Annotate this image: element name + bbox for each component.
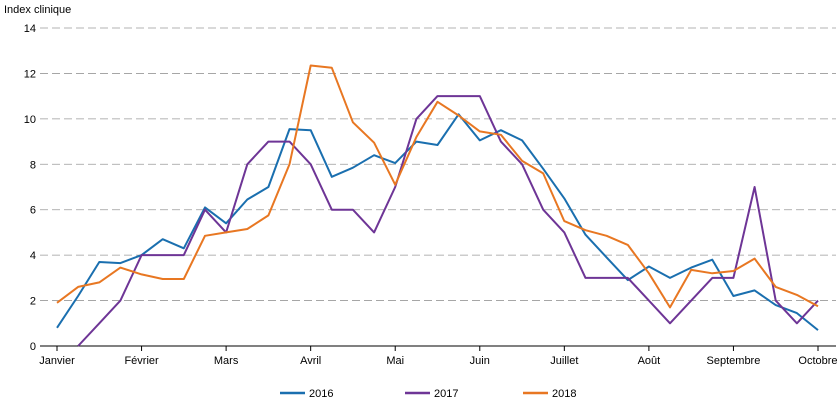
x-tick-label: Août — [638, 355, 661, 367]
y-tick-8: 8 — [30, 159, 36, 171]
y-tick-4: 4 — [30, 250, 36, 262]
x-tick-label: Juin — [470, 355, 490, 367]
x-tick-labels: Janvier Février Mars Avril Mai Juin Juillet Aoû… — [39, 346, 838, 367]
legend-label-2018: 2018 — [552, 388, 576, 400]
x-tick-label: Mai — [386, 355, 404, 367]
x-tick-label: Avril — [300, 355, 321, 367]
legend-label-2016: 2016 — [309, 388, 333, 400]
x-tick-label: Septembre — [707, 355, 761, 367]
y-tick-0: 0 — [30, 341, 36, 353]
y-tick-labels: 0 2 4 6 8 10 12 14 — [24, 23, 36, 353]
series-line-2018 — [56, 64, 819, 309]
x-tick-label: Février — [124, 355, 159, 367]
series-line-2016 — [56, 113, 819, 331]
y-tick-12: 12 — [24, 68, 36, 80]
x-tick-label: Octobre — [798, 355, 837, 367]
series-line-2017 — [77, 95, 819, 347]
y-tick-14: 14 — [24, 23, 36, 35]
x-tick-label: Mars — [214, 355, 239, 367]
y-tick-10: 10 — [24, 114, 36, 126]
grid-lines — [40, 27, 836, 301]
x-tick-label: Janvier — [39, 355, 75, 367]
y-tick-6: 6 — [30, 205, 36, 217]
y-tick-2: 2 — [30, 296, 36, 308]
y-axis-label: Index clinique — [4, 4, 71, 16]
x-tick-label: Juillet — [550, 355, 578, 367]
legend: 2016 2017 2018 — [280, 388, 576, 400]
legend-label-2017: 2017 — [434, 388, 458, 400]
series-lines — [56, 64, 819, 347]
